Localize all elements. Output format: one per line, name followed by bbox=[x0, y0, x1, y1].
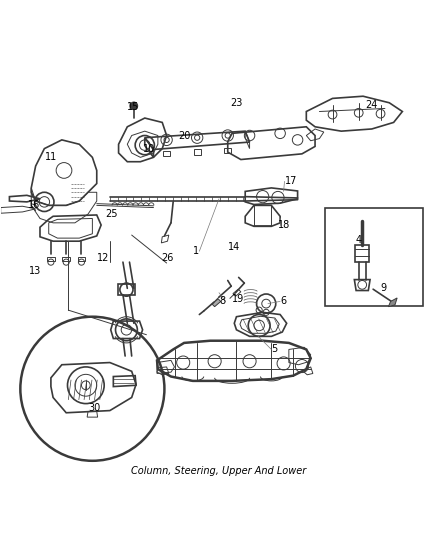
Text: 8: 8 bbox=[219, 296, 226, 306]
Circle shape bbox=[131, 102, 138, 109]
Text: 30: 30 bbox=[88, 403, 101, 414]
Text: 16: 16 bbox=[28, 200, 40, 211]
Text: 9: 9 bbox=[381, 284, 387, 293]
Text: 17: 17 bbox=[285, 176, 297, 187]
Text: Column, Steering, Upper And Lower: Column, Steering, Upper And Lower bbox=[131, 466, 307, 476]
Text: 24: 24 bbox=[365, 100, 378, 110]
Bar bbox=[325, 207, 423, 306]
Polygon shape bbox=[389, 298, 397, 306]
Polygon shape bbox=[212, 299, 221, 306]
Text: 18: 18 bbox=[278, 220, 290, 230]
Text: 5: 5 bbox=[272, 344, 278, 354]
Text: 11: 11 bbox=[45, 152, 57, 163]
Text: 1: 1 bbox=[193, 246, 199, 256]
Text: 6: 6 bbox=[280, 296, 286, 306]
Text: 12: 12 bbox=[97, 253, 109, 263]
Text: 19: 19 bbox=[232, 294, 244, 304]
Text: 20: 20 bbox=[178, 131, 191, 141]
Text: 14: 14 bbox=[228, 242, 240, 252]
Text: 26: 26 bbox=[161, 253, 173, 263]
Text: 15: 15 bbox=[127, 102, 140, 112]
Text: 25: 25 bbox=[106, 209, 118, 219]
Text: 4: 4 bbox=[356, 235, 362, 245]
Text: 13: 13 bbox=[29, 266, 41, 276]
Text: 23: 23 bbox=[231, 98, 243, 108]
Text: 10: 10 bbox=[143, 143, 155, 154]
